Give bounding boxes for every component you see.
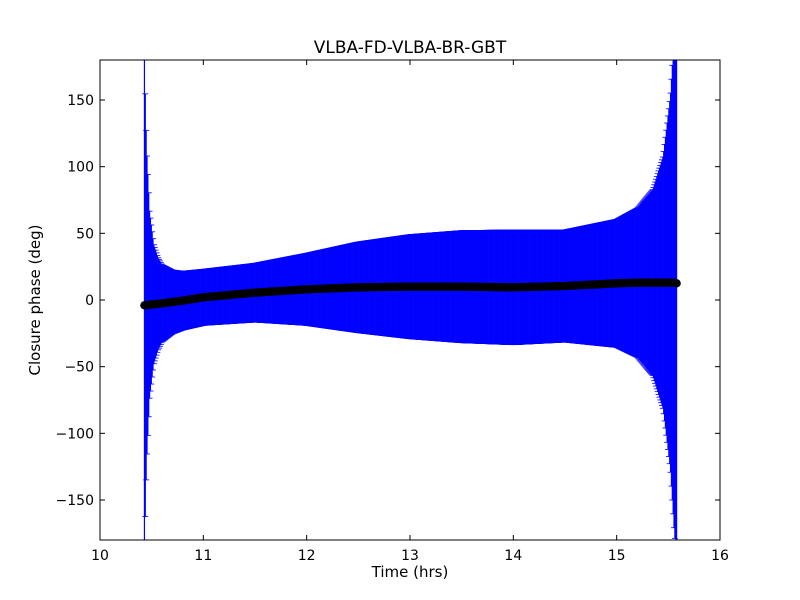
y-axis-label: Closure phase (deg)	[26, 225, 44, 376]
data-point	[672, 279, 681, 288]
x-tick-label: 16	[711, 548, 729, 564]
x-tick-label: 10	[91, 548, 109, 564]
y-tick-label: 0	[85, 293, 94, 309]
y-tick-label: −50	[64, 360, 94, 376]
y-tick-label: −150	[56, 493, 94, 509]
plot-content	[140, 60, 681, 540]
axis-ticks: 10 11 12 13 14 15 16 −150 −100 −50 0 50 100 150	[56, 60, 729, 564]
x-axis-label: Time (hrs)	[371, 563, 449, 581]
x-tick-label: 12	[298, 548, 316, 564]
y-tick-label: −100	[56, 426, 94, 442]
chart-title: VLBA-FD-VLBA-BR-GBT	[314, 38, 507, 58]
x-tick-label: 11	[194, 548, 212, 564]
x-tick-label: 14	[504, 548, 522, 564]
y-tick-label: 50	[76, 226, 94, 242]
x-tick-label: 15	[608, 548, 626, 564]
x-tick-label: 13	[401, 548, 419, 564]
y-tick-label: 100	[67, 160, 94, 176]
y-tick-label: 150	[67, 93, 94, 109]
